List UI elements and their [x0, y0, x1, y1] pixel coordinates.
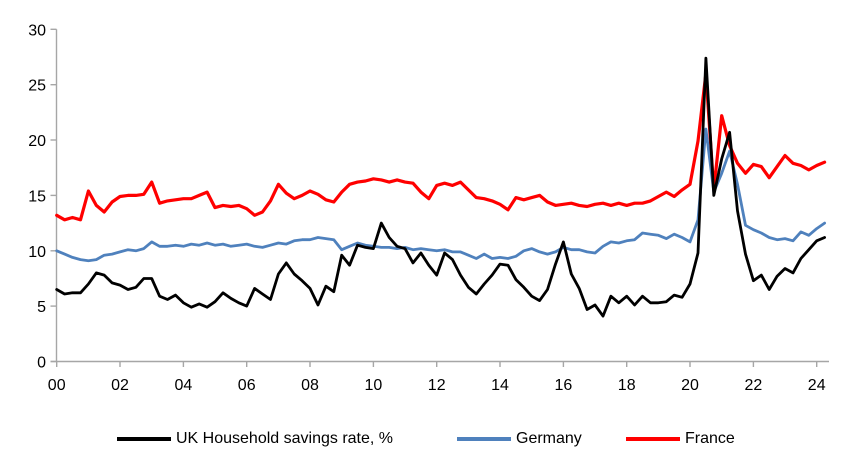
legend-item-france: France: [626, 429, 735, 449]
x-tick-label: 16: [555, 377, 573, 394]
france-line-swatch: [626, 437, 680, 441]
y-tick-label: 30: [28, 22, 46, 39]
y-tick-label: 25: [28, 78, 46, 95]
germany-line-swatch: [457, 437, 511, 441]
x-tick-label: 04: [175, 377, 193, 394]
x-tick-label: 24: [808, 377, 826, 394]
series-line-france: [55, 71, 827, 222]
legend-label-germany: Germany: [516, 430, 582, 447]
x-tick-label: 14: [491, 377, 509, 394]
x-tick-label: 00: [48, 377, 66, 394]
series-line-uk: [55, 56, 826, 318]
y-tick-label: 15: [28, 188, 46, 205]
series-line-germany: [55, 127, 826, 263]
legend-label-uk: UK Household savings rate, %: [176, 430, 393, 447]
y-tick-label: 20: [28, 133, 46, 150]
x-tick-label: 22: [745, 377, 763, 394]
x-tick-label: 02: [111, 377, 129, 394]
y-tick-label: 5: [37, 299, 46, 316]
legend-item-uk: UK Household savings rate, %: [117, 429, 393, 449]
x-tick-label: 20: [681, 377, 699, 394]
uk-line-swatch: [117, 437, 171, 441]
x-tick-label: 12: [428, 377, 446, 394]
x-tick-label: 06: [238, 377, 256, 394]
legend-label-france: France: [685, 430, 735, 447]
legend-item-germany: Germany: [457, 429, 582, 449]
x-tick-label: 18: [618, 377, 636, 394]
y-tick-label: 0: [37, 355, 46, 372]
y-tick-label: 10: [28, 244, 46, 261]
x-tick-label: 10: [365, 377, 383, 394]
x-tick-label: 08: [301, 377, 319, 394]
